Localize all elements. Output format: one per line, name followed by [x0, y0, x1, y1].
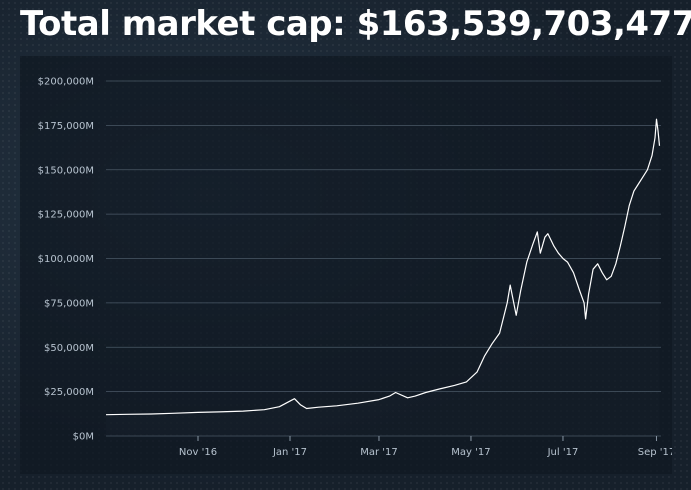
y-tick-label: $50,000M [44, 343, 94, 354]
y-axis: $0M $25,000M $50,000M $75,000M $100,000M $125… [38, 77, 94, 443]
x-tick-label: Mar '17 [360, 447, 398, 458]
x-axis: Nov '16 Jan '17 Mar '17 May '17 Jul '17 Sep '… [179, 436, 672, 458]
x-tick-label: May '17 [451, 447, 490, 458]
series-line [105, 118, 661, 416]
x-tick-label: Sep '17 [638, 447, 672, 458]
y-tick-label: $0M [73, 432, 94, 443]
y-tick-label: $75,000M [44, 298, 94, 309]
x-tick-label: Jan '17 [272, 447, 307, 458]
y-tick-label: $200,000M [38, 77, 94, 88]
x-tick-label: Jul '17 [547, 447, 579, 458]
series-area-fill [106, 119, 660, 436]
page-title: Total market cap: $163,539,703,477 [20, 4, 691, 44]
series-area [105, 118, 661, 436]
gridlines [106, 80, 661, 437]
y-tick-label: $175,000M [38, 121, 94, 132]
chart-panel: $0M $25,000M $50,000M $75,000M $100,000M $125… [20, 56, 672, 474]
y-tick-label: $25,000M [44, 387, 94, 398]
y-tick-label: $125,000M [38, 210, 94, 221]
x-tick-label: Nov '16 [179, 447, 217, 458]
y-tick-label: $150,000M [38, 165, 94, 176]
market-cap-chart: $0M $25,000M $50,000M $75,000M $100,000M $125… [38, 77, 672, 459]
y-tick-label: $100,000M [38, 254, 94, 265]
